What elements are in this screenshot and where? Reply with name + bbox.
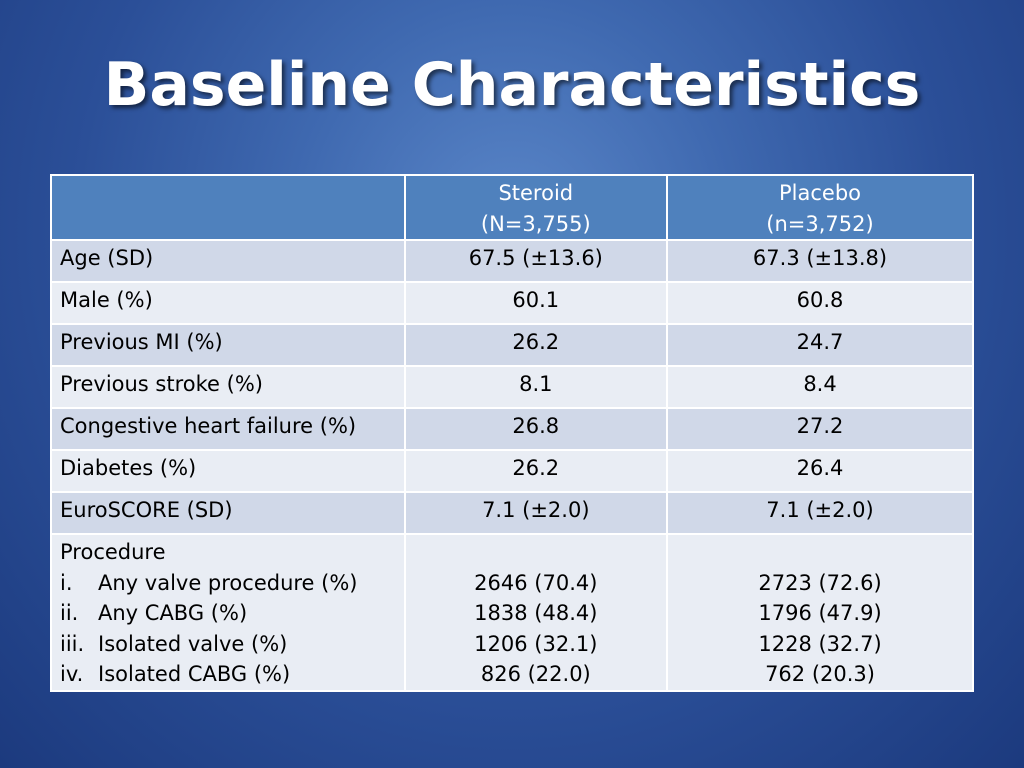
- row-label: EuroSCORE (SD): [50, 491, 406, 535]
- row-label: Age (SD): [50, 239, 406, 283]
- steroid-value: 26.2: [403, 449, 669, 493]
- row-label: Previous MI (%): [50, 323, 406, 367]
- steroid-value: 7.1 (±2.0): [403, 491, 669, 535]
- header-blank-cell: [50, 174, 406, 241]
- placebo-value: 67.3 (±13.8): [666, 239, 974, 283]
- placebo-value: 762 (20.3): [765, 662, 875, 686]
- procedure-item-index: iv.: [60, 662, 84, 686]
- table-row: Male (%) 60.1 60.8: [50, 281, 974, 325]
- steroid-value: 826 (22.0): [480, 662, 591, 686]
- procedure-item-index: ii.: [60, 601, 79, 625]
- procedure-item-label: Isolated valve (%): [98, 631, 288, 656]
- procedure-item: ii. Any CABG (%): [60, 598, 396, 629]
- placebo-value: 24.7: [666, 323, 974, 367]
- steroid-value: 8.1: [403, 365, 669, 409]
- procedure-item-label: Isolated CABG (%): [98, 662, 291, 686]
- steroid-value: 26.2: [403, 323, 669, 367]
- steroid-value: 1206 (32.1): [474, 631, 598, 656]
- procedure-item: i. Any valve procedure (%): [60, 568, 396, 599]
- row-label: Congestive heart failure (%): [50, 407, 406, 451]
- table-row: Diabetes (%) 26.2 26.4: [50, 449, 974, 493]
- steroid-value: 26.8: [403, 407, 669, 451]
- header-placebo: Placebo (n=3,752): [666, 174, 974, 241]
- procedure-label-cell: Procedure i. Any valve procedure (%) ii. A…: [50, 533, 406, 692]
- procedure-heading: Procedure: [60, 540, 166, 564]
- header-steroid-count: (N=3,755): [480, 211, 591, 236]
- table-row: EuroSCORE (SD) 7.1 (±2.0) 7.1 (±2.0): [50, 491, 974, 535]
- table-row: Age (SD) 67.5 (±13.6) 67.3 (±13.8): [50, 239, 974, 283]
- placebo-value: 1228 (32.7): [758, 631, 882, 656]
- header-placebo-name: Placebo: [779, 181, 862, 205]
- row-label: Previous stroke (%): [50, 365, 406, 409]
- procedure-row: Procedure i. Any valve procedure (%) ii. A…: [50, 533, 974, 692]
- placebo-value: 2723 (72.6): [758, 570, 882, 595]
- procedure-placebo-cell: 2723 (72.6) 1796 (47.9) 1228 (32.7) 762 …: [666, 533, 974, 692]
- header-steroid-name: Steroid: [498, 181, 574, 205]
- table-header-row: Steroid (N=3,755) Placebo (n=3,752): [50, 174, 974, 241]
- placebo-value: 27.2: [666, 407, 974, 451]
- header-steroid: Steroid (N=3,755): [403, 174, 669, 241]
- steroid-value: 2646 (70.4): [474, 570, 598, 595]
- placebo-value: 7.1 (±2.0): [666, 491, 974, 535]
- table-row: Congestive heart failure (%) 26.8 27.2: [50, 407, 974, 451]
- table-row: Previous MI (%) 26.2 24.7: [50, 323, 974, 367]
- row-label: Male (%): [50, 281, 406, 325]
- procedure-item-index: iii.: [60, 631, 85, 656]
- procedure-item-label: Any CABG (%): [98, 601, 248, 625]
- placebo-value: 1796 (47.9): [758, 601, 882, 625]
- procedure-steroid-cell: 2646 (70.4) 1838 (48.4) 1206 (32.1) 826 …: [403, 533, 669, 692]
- steroid-value: 67.5 (±13.6): [403, 239, 669, 283]
- steroid-value: 60.1: [403, 281, 669, 325]
- procedure-item: iv. Isolated CABG (%): [60, 659, 396, 690]
- procedure-item-index: i.: [60, 570, 73, 595]
- steroid-value: 1838 (48.4): [474, 601, 598, 625]
- header-placebo-count: (n=3,752): [766, 211, 874, 236]
- placebo-value: 60.8: [666, 281, 974, 325]
- placebo-value: 26.4: [666, 449, 974, 493]
- placebo-value: 8.4: [666, 365, 974, 409]
- slide-title: Baseline Characteristics: [103, 50, 921, 120]
- table-row: Previous stroke (%) 8.1 8.4: [50, 365, 974, 409]
- procedure-item-label: Any valve procedure (%): [98, 570, 358, 595]
- baseline-table: Steroid (N=3,755) Placebo (n=3,752) Age …: [50, 174, 974, 692]
- procedure-item: iii. Isolated valve (%): [60, 629, 396, 660]
- row-label: Diabetes (%): [50, 449, 406, 493]
